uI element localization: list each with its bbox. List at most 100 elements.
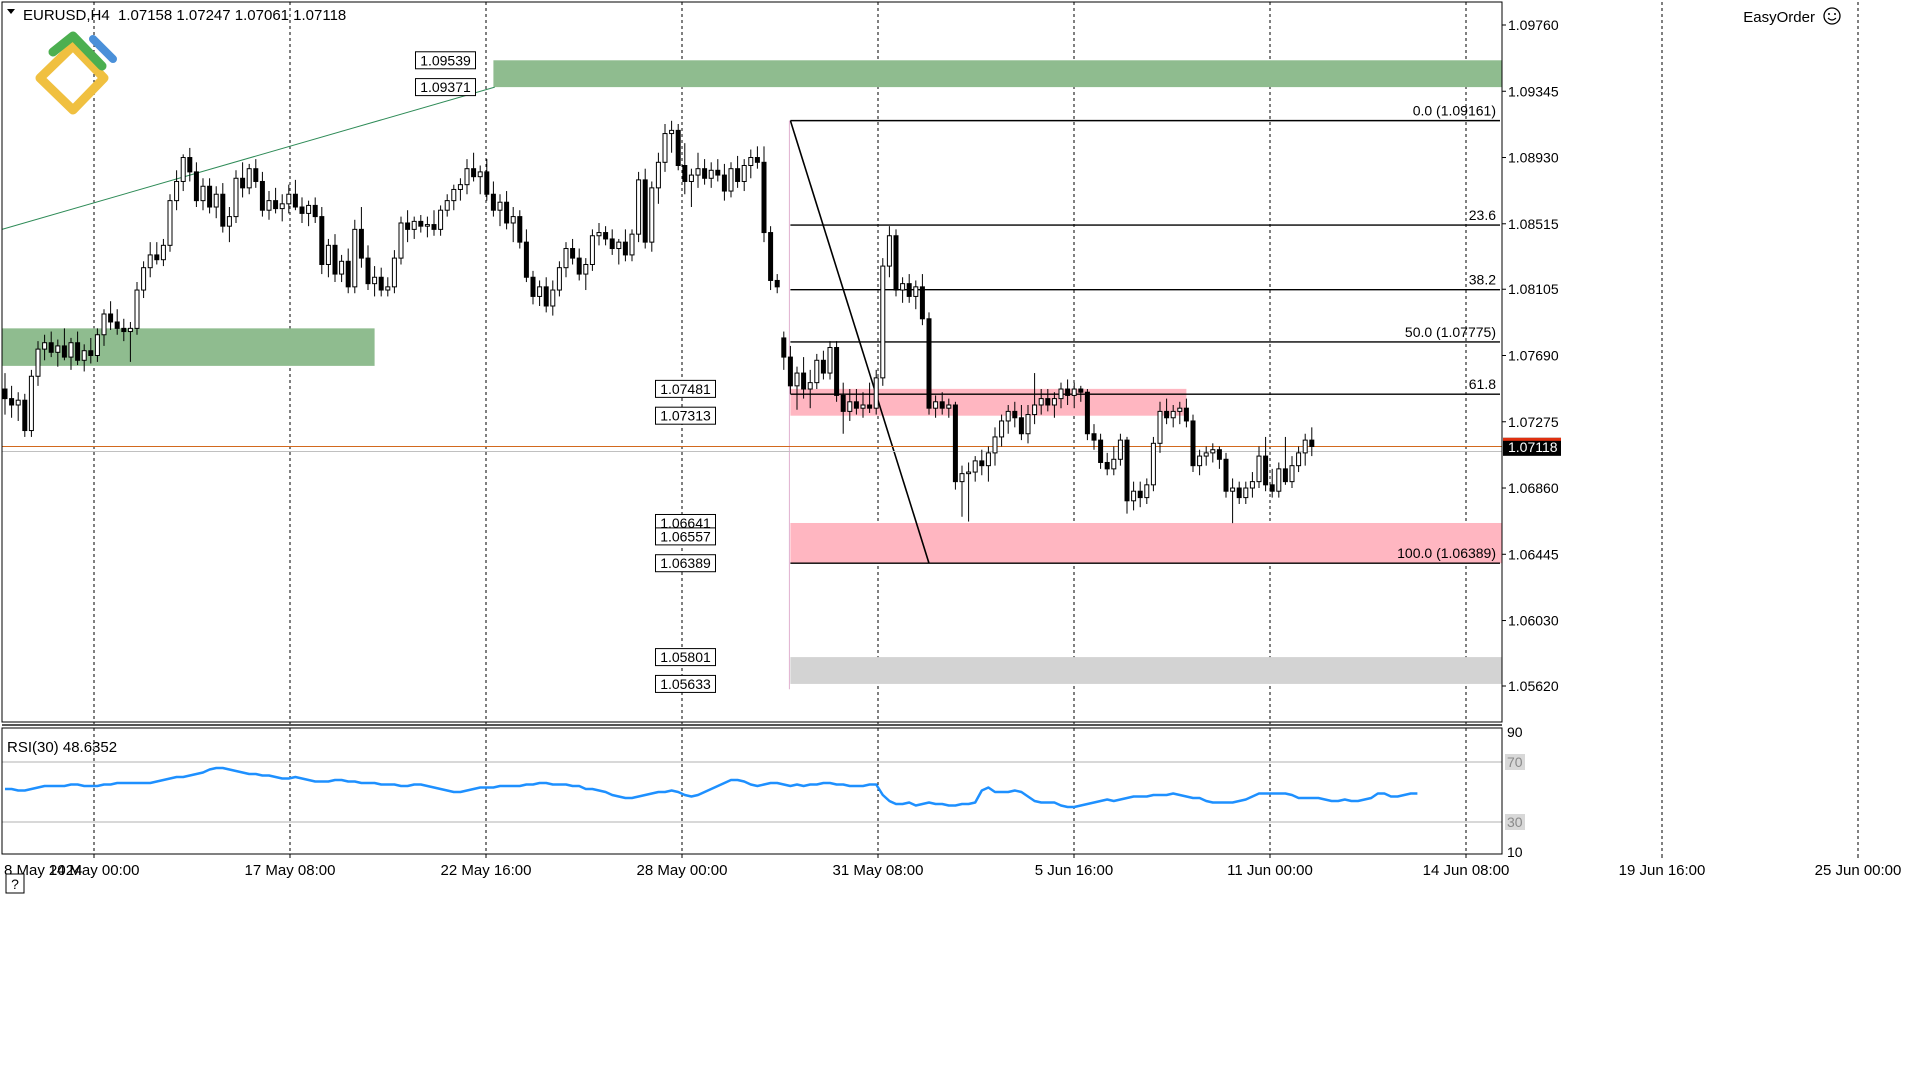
candle-body-bull (662, 133, 668, 163)
candle (695, 152, 701, 188)
candle (669, 120, 675, 153)
candle (1170, 404, 1176, 428)
candle-body-bull (794, 372, 800, 387)
candle (200, 178, 206, 211)
candle (537, 280, 543, 307)
candle (114, 309, 120, 335)
candle-body-bear (1236, 487, 1242, 499)
candle-body-bull (174, 180, 180, 202)
rsi-subwindow: RSI(30) 48.6352 (2, 739, 1502, 823)
candle-body-bull (1243, 487, 1249, 499)
fib-level-label: 23.6 (1469, 207, 1496, 223)
candle (1223, 452, 1229, 498)
candle-body-bull (1144, 484, 1150, 499)
price-tick-label: 1.09345 (1508, 83, 1559, 99)
candle-body-bull (325, 244, 331, 265)
candle-body-bear (952, 404, 958, 483)
candle (101, 309, 107, 346)
candle-body-bear (154, 254, 160, 261)
candle (1144, 478, 1150, 504)
candle (1150, 436, 1156, 492)
candle (1084, 389, 1090, 441)
candle (61, 328, 67, 361)
candle (471, 152, 477, 182)
candle-body-bear (675, 129, 681, 167)
candle (900, 277, 906, 303)
candle-body-bear (1309, 439, 1315, 448)
smiley-icon[interactable] (1823, 7, 1841, 25)
candle (735, 155, 741, 188)
candle (563, 242, 569, 278)
question-mark-icon[interactable]: ? (5, 873, 25, 894)
candle-body-bear (187, 157, 193, 173)
candle (972, 456, 978, 482)
candle-body-bull (1249, 481, 1255, 489)
candle-body-bear (787, 356, 793, 387)
candle (484, 159, 490, 201)
candle (42, 334, 48, 361)
triangle-down-icon[interactable] (7, 9, 15, 14)
candle (1276, 462, 1282, 498)
candle (127, 321, 133, 362)
candle-body-bull (900, 283, 906, 291)
candle-body-bull (946, 404, 952, 409)
candle (207, 178, 213, 214)
candle-body-bull (160, 244, 166, 261)
candle-body-bear (299, 206, 305, 214)
candle (365, 245, 371, 291)
candle (794, 366, 800, 410)
easyorder-label[interactable]: EasyOrder (1743, 9, 1815, 26)
candle-body-bull (1230, 487, 1236, 492)
candle (490, 181, 496, 217)
candle (1289, 456, 1295, 489)
candle-body-bear (253, 168, 259, 182)
time-axis-label: 14 Jun 08:00 (1423, 862, 1510, 879)
candle (160, 238, 166, 267)
candle-body-bull (669, 129, 675, 135)
candle-body-bull (1032, 404, 1038, 416)
candle-body-bull (596, 232, 602, 237)
symbol-label: EURUSD,H4 (23, 7, 110, 24)
time-axis-label: 11 Jun 00:00 (1227, 862, 1313, 879)
candle-body-bear (88, 350, 94, 356)
candle-body-bull (438, 209, 444, 230)
candle-body-bull (636, 179, 642, 235)
candle (589, 229, 595, 271)
candle (781, 331, 787, 370)
candle (451, 184, 457, 211)
fib-level-label: 0.0 (1.09161) (1413, 103, 1496, 119)
candle (345, 248, 351, 294)
candle-body-bull (1210, 449, 1216, 454)
candle-body-bull (1276, 468, 1282, 492)
broker-logo-icon (35, 31, 117, 115)
chart-header: EURUSD,H4 1.07158 1.07247 1.07061 1.0711… (5, 7, 1841, 894)
candle (1282, 436, 1288, 485)
candle-body-bear (114, 321, 120, 329)
candle (15, 392, 21, 421)
candle (1117, 433, 1123, 466)
candle-body-bear (108, 313, 114, 323)
candle (583, 258, 589, 291)
candle-body-bull (55, 345, 61, 353)
candle (279, 194, 285, 222)
candle (860, 392, 866, 418)
candle (1197, 449, 1203, 476)
candle (570, 238, 576, 265)
candle-body-bull (444, 200, 450, 211)
candle (306, 200, 312, 227)
candle (926, 312, 932, 415)
candle-body-bear (75, 342, 81, 361)
candle-body-bear (754, 157, 760, 163)
zone-price-text: 1.06389 (660, 555, 711, 571)
candle (576, 248, 582, 281)
candle (1012, 401, 1018, 428)
candle (332, 234, 338, 283)
candle-body-bull (101, 313, 107, 336)
candle-body-bull (972, 460, 978, 473)
candle-body-bear (622, 241, 628, 256)
candle (609, 229, 615, 255)
candle-body-bear (345, 260, 351, 288)
candle (174, 170, 180, 211)
price-tick-label: 1.07690 (1508, 348, 1559, 364)
